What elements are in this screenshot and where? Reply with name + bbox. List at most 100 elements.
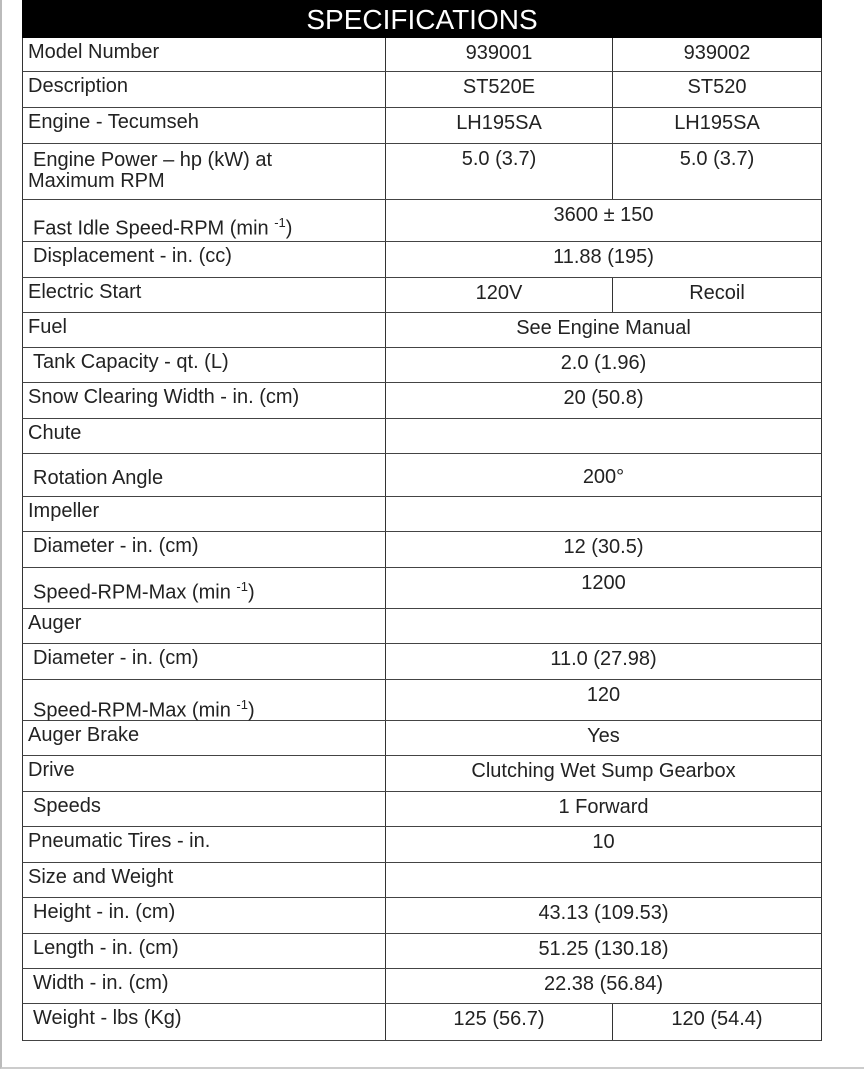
- label-text: Diameter - in. (cm): [33, 647, 199, 669]
- value-shared: 43.13 (109.53): [538, 902, 669, 924]
- table-row: Auger Brake Yes: [22, 721, 822, 756]
- row-label: Engine Power – hp (kW) at Maximum RPM: [23, 144, 386, 199]
- label-text: Displacement - in. (cc): [33, 245, 232, 267]
- table-row: Size and Weight: [22, 863, 822, 898]
- label-text: Size and Weight: [28, 866, 174, 888]
- value-model-939001: ST520E: [386, 72, 613, 107]
- table-row: Length - in. (cm) 51.25 (130.18): [22, 934, 822, 969]
- row-label: Speed-RPM-Max (min -1): [23, 680, 386, 721]
- table-row: Model Number 939001 939002: [22, 38, 822, 72]
- table-row: Displacement - in. (cc) 11.88 (195): [22, 242, 822, 278]
- table-row: Impeller: [22, 497, 822, 532]
- value-shared: [386, 497, 821, 531]
- specifications-table: Model Number 939001 939002 Description ST520…: [22, 38, 822, 1041]
- value-model-939002: 120 (54.4): [671, 1008, 763, 1030]
- table-row: Weight - lbs (Kg) 125 (56.7) 120 (54.4): [22, 1004, 822, 1041]
- row-label: Displacement - in. (cc): [23, 242, 386, 277]
- value-shared: 11.0 (27.98): [550, 648, 657, 670]
- table-row: Description ST520E ST520: [22, 72, 822, 108]
- table-row: Fuel See Engine Manual: [22, 313, 822, 348]
- label-text: Fuel: [28, 316, 67, 338]
- row-label: Impeller: [23, 497, 386, 531]
- value-model-939001: LH195SA: [386, 108, 613, 143]
- value-model-939001: 5.0 (3.7): [386, 144, 613, 199]
- label-text: Fast Idle Speed-RPM (min: [33, 217, 275, 240]
- label-text: Auger: [28, 612, 82, 634]
- label-text: Description: [28, 75, 129, 97]
- row-label: Width - in. (cm): [23, 969, 386, 1003]
- value-model-939002: 939002: [683, 42, 751, 64]
- row-label: Weight - lbs (Kg): [23, 1004, 386, 1040]
- value-model-939001: 120V: [386, 278, 613, 312]
- table-row: Engine - Tecumseh LH195SA LH195SA: [22, 108, 822, 144]
- table-row: Snow Clearing Width - in. (cm) 20 (50.8): [22, 383, 822, 419]
- row-label: Fuel: [23, 313, 386, 347]
- label-text: Rotation Angle: [33, 467, 164, 489]
- value-shared: See Engine Manual: [516, 317, 691, 339]
- label-text: Height - in. (cm): [33, 901, 176, 923]
- value-model-939001: 125 (56.7): [386, 1004, 613, 1040]
- table-row: Width - in. (cm) 22.38 (56.84): [22, 969, 822, 1004]
- label-text: Snow Clearing Width - in. (cm): [28, 386, 300, 408]
- row-label: Model Number: [23, 38, 386, 71]
- label-text: Diameter - in. (cm): [33, 535, 199, 557]
- label-text: Impeller: [28, 500, 100, 522]
- row-label: Pneumatic Tires - in.: [23, 827, 386, 862]
- row-label: Engine - Tecumseh: [23, 108, 386, 143]
- row-label: Snow Clearing Width - in. (cm): [23, 383, 386, 418]
- value-shared: 2.0 (1.96): [560, 352, 647, 374]
- row-label: Length - in. (cm): [23, 934, 386, 968]
- value-shared: 20 (50.8): [563, 387, 644, 409]
- row-label: Height - in. (cm): [23, 898, 386, 933]
- value-shared: 22.38 (56.84): [544, 973, 663, 995]
- label-text: Model Number: [28, 41, 160, 63]
- label-text: Electric Start: [28, 281, 142, 303]
- table-row: Speed-RPM-Max (min -1) 120: [22, 680, 822, 721]
- label-text: Width - in. (cm): [33, 972, 169, 994]
- table-row: Tank Capacity - qt. (L) 2.0 (1.96): [22, 348, 822, 383]
- label-suffix: ): [285, 217, 293, 240]
- label-superscript: -1: [274, 215, 286, 230]
- value-shared: [386, 863, 821, 897]
- label-text: Pneumatic Tires - in.: [28, 830, 211, 852]
- row-label: Speeds: [23, 792, 386, 826]
- table-row: Height - in. (cm) 43.13 (109.53): [22, 898, 822, 934]
- value-shared: 120: [586, 684, 621, 706]
- label-text: Engine Power – hp (kW) at: [33, 149, 272, 171]
- row-label: Speed-RPM-Max (min -1): [23, 568, 386, 608]
- row-label: Electric Start: [23, 278, 386, 312]
- table-row: Rotation Angle 200°: [22, 454, 822, 497]
- table-row: Chute: [22, 419, 822, 454]
- table-row: Electric Start 120V Recoil: [22, 278, 822, 313]
- value-shared: 11.88 (195): [553, 246, 654, 268]
- label-line-2: Maximum RPM: [28, 170, 165, 192]
- row-label: Fast Idle Speed-RPM (min -1): [23, 200, 386, 241]
- row-label: Size and Weight: [23, 863, 386, 897]
- label-text: Drive: [28, 759, 75, 781]
- value-model-939002: 5.0 (3.7): [679, 148, 755, 170]
- table-row: Fast Idle Speed-RPM (min -1) 3600 ± 150: [22, 200, 822, 242]
- table-row: Speed-RPM-Max (min -1) 1200: [22, 568, 822, 609]
- label-text: Speeds: [33, 795, 101, 817]
- value-model-939002: ST520: [687, 76, 747, 98]
- table-row: Engine Power – hp (kW) at Maximum RPM 5.0 …: [22, 144, 822, 200]
- value-shared: 12 (30.5): [563, 536, 644, 558]
- row-label: Description: [23, 72, 386, 107]
- label-suffix: ): [247, 581, 255, 604]
- label-text: Auger Brake: [28, 724, 140, 746]
- value-shared: [386, 609, 821, 643]
- value-shared: [386, 419, 821, 453]
- table-title: SPECIFICATIONS: [22, 0, 822, 38]
- table-row: Auger: [22, 609, 822, 644]
- label-superscript: -1: [236, 579, 248, 594]
- value-shared: 200°: [582, 466, 625, 488]
- table-row: Diameter - in. (cm) 11.0 (27.98): [22, 644, 822, 680]
- table-row: Pneumatic Tires - in. 10: [22, 827, 822, 863]
- value-model-939002: Recoil: [689, 282, 745, 304]
- value-shared: 10: [592, 831, 615, 853]
- value-shared: 51.25 (130.18): [538, 938, 669, 960]
- label-text: Length - in. (cm): [33, 937, 179, 959]
- table-row: Drive Clutching Wet Sump Gearbox: [22, 756, 822, 792]
- value-shared: Clutching Wet Sump Gearbox: [471, 760, 736, 782]
